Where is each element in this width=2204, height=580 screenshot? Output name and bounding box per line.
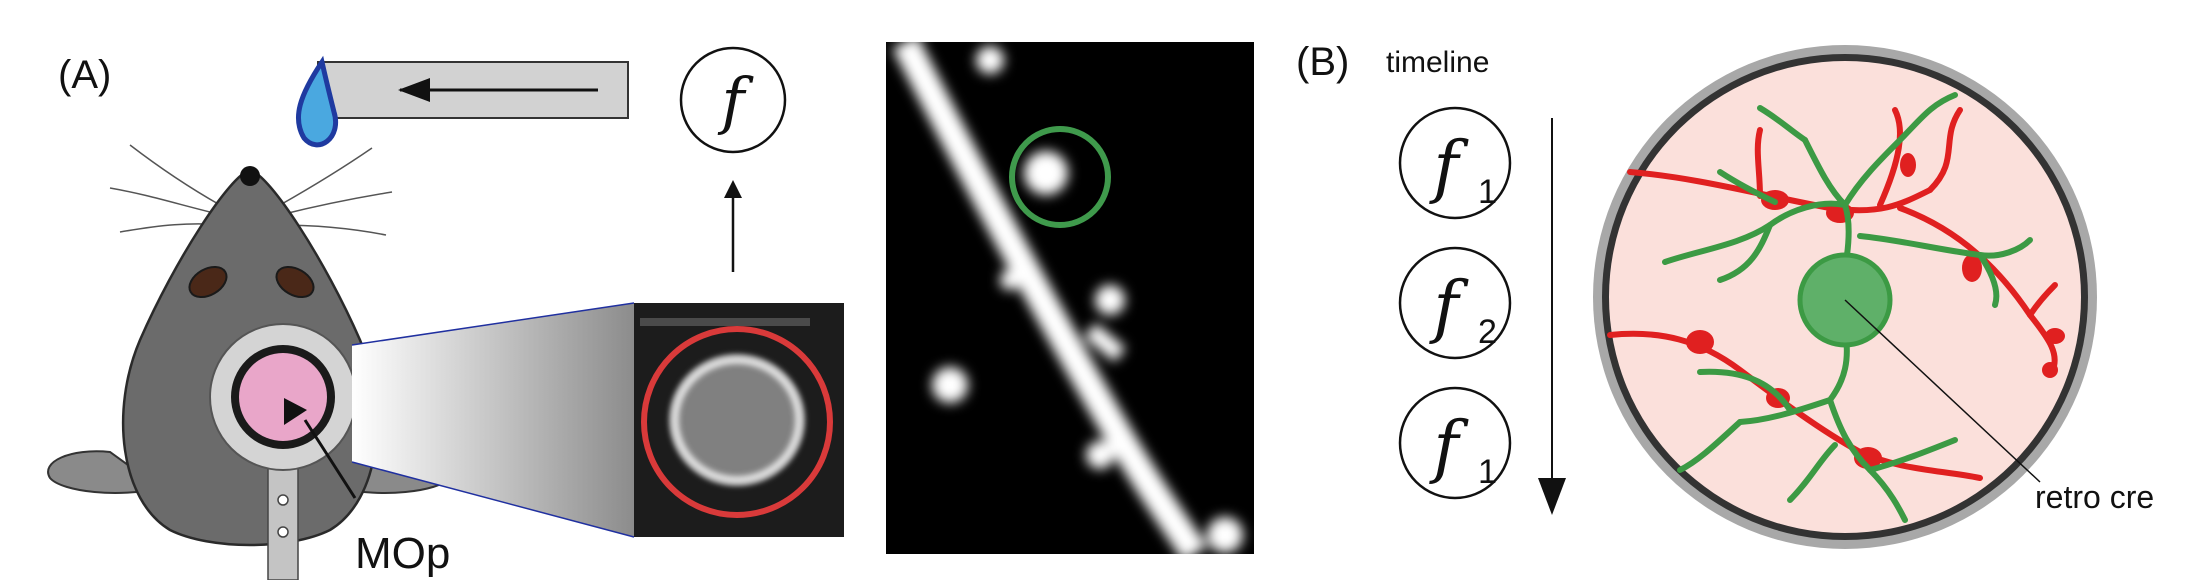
timeline-label: timeline <box>1386 46 1489 79</box>
soma-image <box>634 303 844 537</box>
head-bar <box>267 449 299 580</box>
soma-image-bar <box>640 318 810 326</box>
zoom-line-bottom <box>351 461 635 538</box>
dendrite-structure <box>892 35 1243 562</box>
step-circle <box>1398 386 1512 500</box>
step-subscript: 1 <box>1478 173 1497 211</box>
step-subscript: 1 <box>1478 453 1497 491</box>
timeline-step-2: f 2 <box>1398 246 1512 360</box>
tissue-dish: retro cre <box>1593 45 2154 549</box>
flow-arrow-head <box>398 78 430 102</box>
step-circle <box>1398 246 1512 360</box>
mouse-nose <box>240 166 260 186</box>
red-axons <box>1607 107 2058 481</box>
green-dendrites <box>1662 92 2033 523</box>
head-bar-hole-2 <box>277 526 289 538</box>
timeline-step-3: f 1 <box>1398 386 1512 500</box>
soma-body <box>669 354 805 486</box>
panel-a-label: (A) <box>58 53 111 97</box>
mop-pointer-line <box>303 419 357 499</box>
zoom-line-top <box>351 302 635 346</box>
timeline-arrow-head <box>1538 478 1566 515</box>
cranial-window <box>239 353 327 441</box>
up-arrow-head <box>724 180 742 198</box>
zoom-fan <box>352 303 634 537</box>
head-bar-hole-1 <box>277 494 289 506</box>
mop-label: MOp <box>355 529 450 578</box>
mop-pointer-tip <box>284 398 307 425</box>
step-subscript: 2 <box>1478 313 1497 351</box>
retro-cre-label: retro cre <box>2035 479 2154 515</box>
panel-a: (A) f <box>47 35 1254 580</box>
timeline-step-1: f 1 <box>1398 106 1512 220</box>
signal-circle <box>679 46 787 154</box>
whiskers <box>109 144 393 236</box>
right-eye <box>275 265 315 299</box>
soma-roi-circle <box>641 326 833 518</box>
water-spout <box>295 55 629 148</box>
dendrite-image <box>886 35 1254 562</box>
spine-roi-circle <box>1009 126 1111 228</box>
signal-node: f <box>679 46 787 272</box>
step-circle <box>1398 106 1512 220</box>
soma-membrane <box>671 356 803 484</box>
panel-b-label: (B) <box>1296 40 1349 84</box>
panel-b: (B) timeline f 1 f 2 f 1 <box>1296 40 2154 549</box>
retro-cre-pointer <box>1844 299 2041 483</box>
left-eye <box>188 265 228 299</box>
water-drop-icon <box>295 55 339 148</box>
